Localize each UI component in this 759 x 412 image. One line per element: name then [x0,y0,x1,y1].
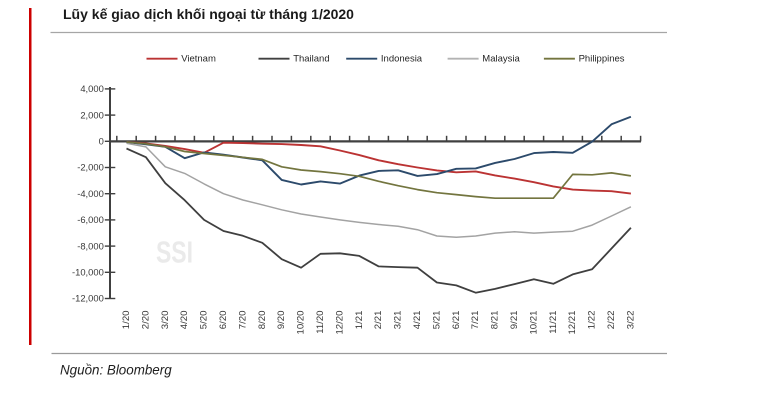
svg-text:7/21: 7/21 [470,311,481,330]
svg-text:3/21: 3/21 [393,311,404,330]
svg-text:Lũy kế giao dịch khối ngoại từ: Lũy kế giao dịch khối ngoại từ tháng 1/2… [63,6,354,22]
svg-text:-2,000: -2,000 [77,162,104,173]
svg-text:2/22: 2/22 [606,311,617,330]
svg-text:SSI: SSI [156,235,193,270]
svg-text:5/21: 5/21 [431,311,442,330]
svg-text:3/20: 3/20 [160,311,171,330]
svg-text:3/22: 3/22 [625,311,636,330]
svg-text:0: 0 [99,136,104,147]
svg-text:12/20: 12/20 [334,311,345,335]
svg-text:1/22: 1/22 [587,311,598,330]
svg-text:Philippines: Philippines [579,53,625,64]
svg-text:Vietnam: Vietnam [181,53,216,64]
svg-text:9/21: 9/21 [509,311,520,330]
svg-text:10/21: 10/21 [528,311,539,335]
svg-text:6/21: 6/21 [451,311,462,330]
svg-text:Thailand: Thailand [293,53,329,64]
svg-text:9/20: 9/20 [276,311,287,330]
svg-text:-12,000: -12,000 [72,293,104,304]
svg-text:2/21: 2/21 [373,311,384,330]
svg-text:-8,000: -8,000 [77,240,104,251]
svg-text:7/20: 7/20 [237,311,248,330]
svg-text:6/20: 6/20 [218,311,229,330]
svg-text:8/20: 8/20 [257,311,268,330]
svg-text:-6,000: -6,000 [77,214,104,225]
svg-text:1/20: 1/20 [121,311,132,330]
svg-text:4/20: 4/20 [179,311,190,330]
svg-text:Indonesia: Indonesia [381,53,423,64]
svg-text:-4,000: -4,000 [77,188,104,199]
svg-text:10/20: 10/20 [296,311,307,335]
svg-text:4,000: 4,000 [80,83,103,94]
svg-text:8/21: 8/21 [490,310,501,329]
svg-text:12/21: 12/21 [567,311,578,335]
svg-text:Nguồn: Bloomberg: Nguồn: Bloomberg [60,363,172,378]
svg-text:2/20: 2/20 [140,311,151,330]
svg-text:Malaysia: Malaysia [482,53,520,64]
svg-text:-10,000: -10,000 [72,267,104,278]
svg-text:11/20: 11/20 [315,311,326,334]
svg-text:2,000: 2,000 [80,109,103,120]
svg-text:5/20: 5/20 [199,311,210,330]
svg-text:4/21: 4/21 [412,311,423,330]
svg-text:11/21: 11/21 [548,311,559,334]
svg-text:1/21: 1/21 [354,311,365,330]
